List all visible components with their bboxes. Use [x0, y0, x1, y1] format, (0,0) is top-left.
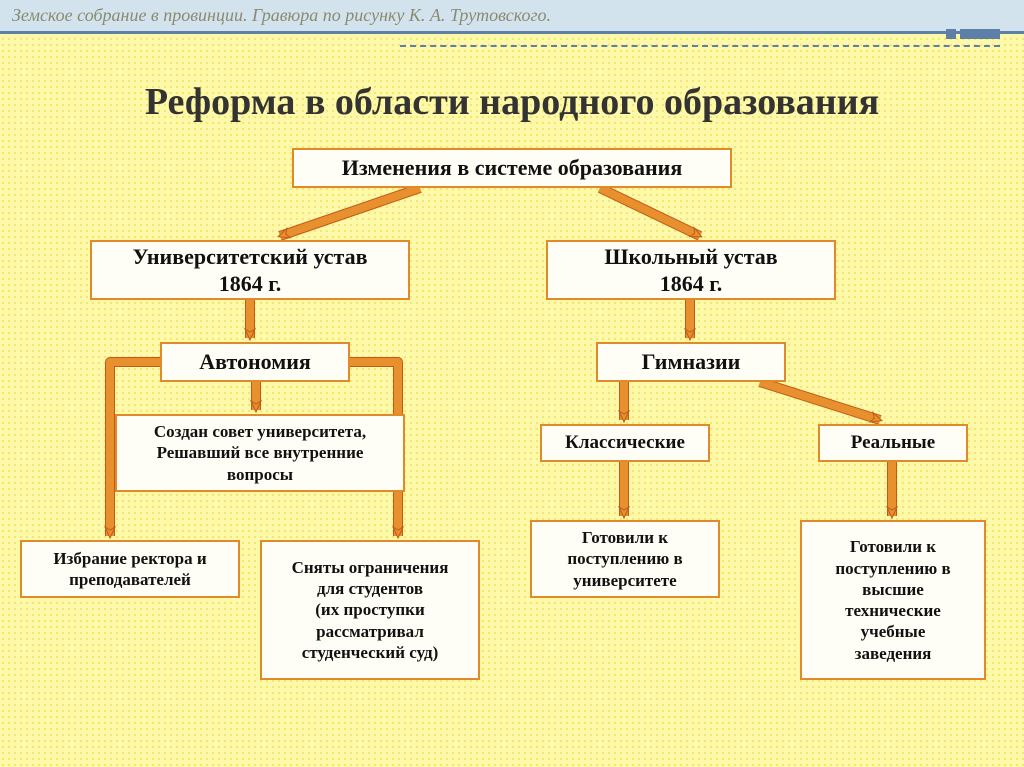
node-real: Реальные [818, 424, 968, 462]
node-school: Школьный устав1864 г. [546, 240, 836, 300]
node-autonomy: Автономия [160, 342, 350, 382]
header-bar: Земское собрание в провинции. Гравюра по… [0, 0, 1024, 34]
node-gymn: Гимназии [596, 342, 786, 382]
node-univ: Университетский устав1864 г. [90, 240, 410, 300]
node-restrict: Сняты ограничениядля студентов(их просту… [260, 540, 480, 680]
node-prep_tech: Готовили кпоступлению ввысшиетехнические… [800, 520, 986, 680]
node-elect: Избрание ректора ипреподавателей [20, 540, 240, 598]
header-caption: Земское собрание в провинции. Гравюра по… [12, 5, 551, 26]
node-council: Создан совет университета,Решавший все в… [115, 414, 405, 492]
node-classic: Классические [540, 424, 710, 462]
slide-title: Реформа в области народного образования [0, 80, 1024, 124]
header-decoration [400, 37, 1000, 47]
node-root: Изменения в системе образования [292, 148, 732, 188]
node-prep_univ: Готовили кпоступлению вуниверситете [530, 520, 720, 598]
